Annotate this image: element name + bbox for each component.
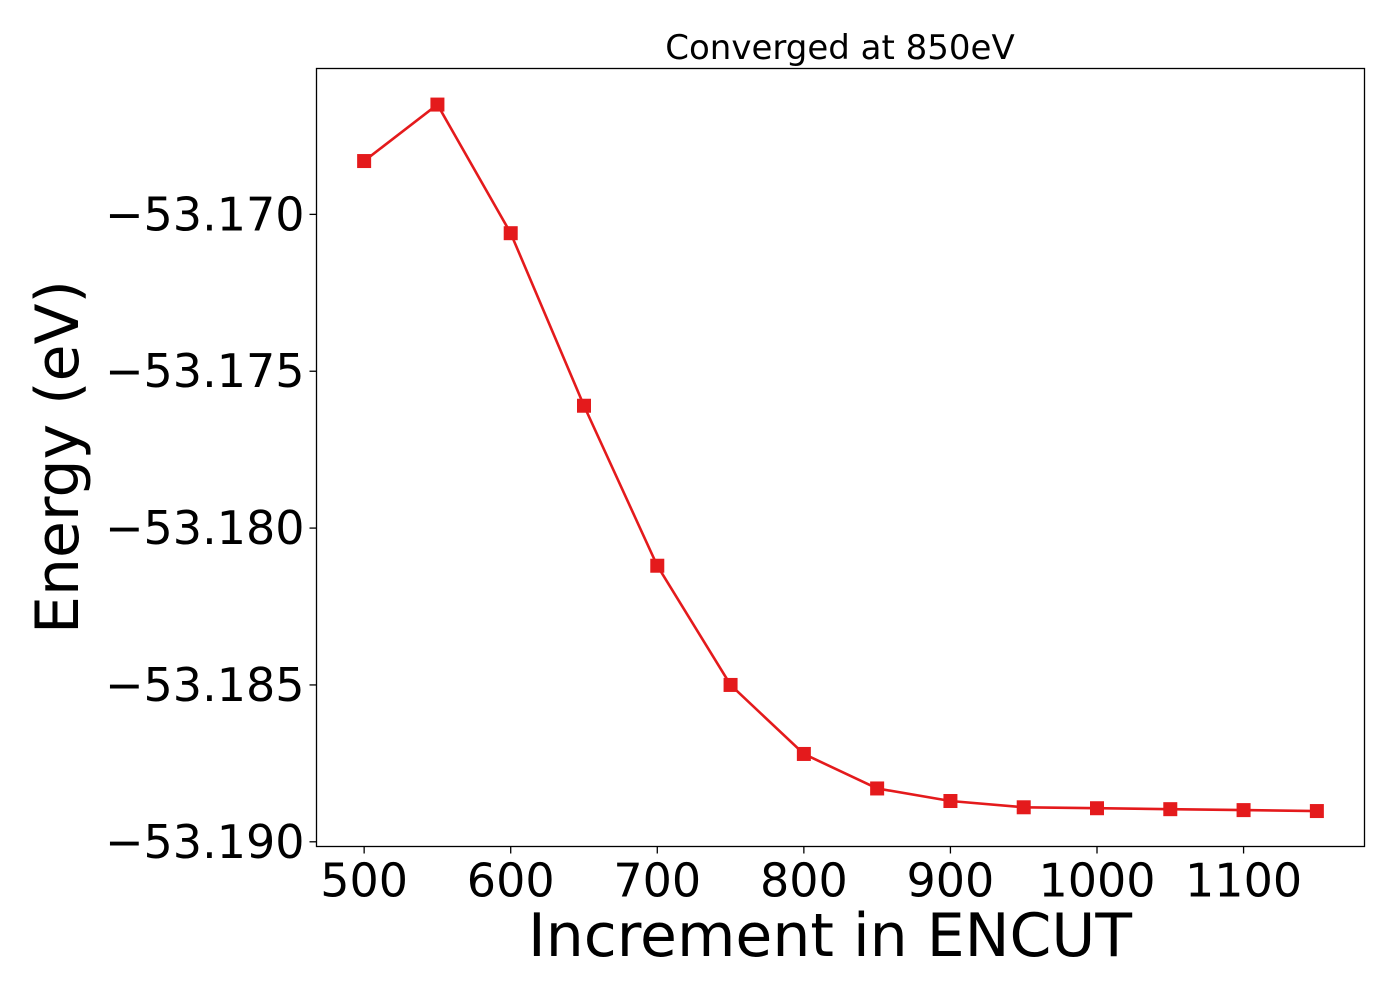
data-point: [723, 677, 738, 692]
y-tick-label: −53.190: [105, 815, 305, 869]
data-point: [650, 558, 665, 573]
axes-frame: [315, 67, 1366, 848]
data-point: [503, 226, 518, 241]
data-point: [576, 398, 591, 413]
series-line: [363, 103, 1317, 813]
x-tick-label: 1000: [1038, 854, 1155, 908]
chart-title: Converged at 850eV: [665, 28, 1014, 68]
x-axis: 500 600 700 800 900 1000 1100: [320, 846, 1302, 908]
y-axis-label: Energy (eV): [23, 280, 93, 634]
data-point: [1309, 804, 1324, 819]
x-tick-label: 800: [760, 854, 848, 908]
y-tick-label: −53.185: [105, 658, 305, 712]
y-tick-label: −53.180: [105, 501, 305, 555]
data-point: [1236, 803, 1251, 818]
y-axis: −53.190 −53.185 −53.180 −53.175 −53.170: [105, 187, 317, 869]
x-tick-label: 600: [467, 854, 555, 908]
x-tick-label: 900: [907, 854, 995, 908]
data-point: [796, 746, 811, 761]
data-point: [1016, 800, 1031, 815]
data-point: [1163, 802, 1178, 817]
x-tick-label: 1100: [1185, 854, 1302, 908]
data-point: [870, 781, 885, 796]
y-tick-label: −53.175: [105, 344, 305, 398]
data-point: [430, 97, 445, 112]
plot-area: [357, 97, 1324, 819]
data-point: [357, 154, 372, 169]
x-tick-label: 500: [320, 854, 408, 908]
data-point: [1090, 801, 1105, 816]
y-tick-label: −53.170: [105, 187, 305, 241]
data-point: [943, 794, 958, 809]
x-axis-label: Increment in ENCUT: [528, 901, 1132, 971]
x-tick-label: 700: [613, 854, 701, 908]
